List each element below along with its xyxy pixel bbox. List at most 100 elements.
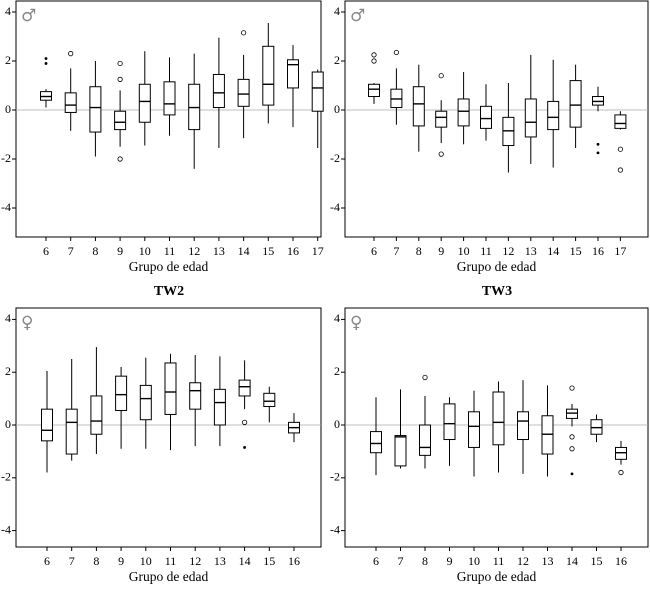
x-axis-label: Grupo de edad: [457, 259, 537, 274]
box-9: [114, 60, 127, 162]
iqr-box: [457, 98, 470, 127]
box-15: [590, 414, 603, 443]
x-tick-label: 7: [393, 244, 399, 258]
outlier-point: [569, 434, 575, 440]
x-tick-label: 10: [139, 244, 151, 258]
panel-2: ♂ -4 -2 0 2 4 6 7 8 9 10 11 12 13 14 15 16 17 Grupo de eda…: [330, 0, 649, 274]
x-tick-label: 17: [614, 244, 626, 258]
iqr-box: [443, 403, 456, 441]
iqr-box: [547, 100, 560, 131]
outlier-point: [117, 76, 123, 82]
iqr-box: [263, 392, 276, 408]
box-9: [443, 397, 456, 466]
outlier-point: [241, 30, 247, 36]
x-tick-label: 6: [43, 244, 49, 258]
box-7: [394, 389, 407, 469]
box-14: [547, 59, 560, 168]
x-tick-label: 7: [69, 554, 75, 568]
outlier-point: [438, 151, 444, 157]
x-tick-label: 8: [92, 244, 98, 258]
panel-title: TW2: [154, 284, 184, 299]
y-tick-label: 4: [334, 4, 340, 18]
box-12: [502, 83, 515, 173]
iqr-box: [468, 411, 480, 448]
x-tick-label: 12: [502, 244, 514, 258]
outlier-point: [371, 58, 377, 64]
outlier-point: [117, 60, 123, 67]
x-tick-label: 11: [164, 244, 176, 258]
box-7: [64, 51, 77, 131]
plot-frame: [344, 0, 649, 238]
box-10: [457, 72, 470, 145]
box-14: [237, 30, 250, 139]
x-tick-label: 11: [480, 244, 492, 258]
box-9: [115, 366, 128, 449]
iqr-box: [524, 98, 537, 138]
x-tick-label: 16: [592, 244, 604, 258]
box-11: [480, 84, 492, 141]
box-8: [89, 61, 102, 157]
x-tick-label: 9: [118, 554, 124, 568]
x-tick-label: 12: [188, 244, 200, 258]
y-tick-label: 2: [5, 53, 11, 67]
iqr-box: [89, 86, 102, 133]
iqr-box: [492, 391, 505, 446]
iqr-box: [138, 83, 151, 123]
extreme-point: [596, 142, 600, 146]
iqr-box: [368, 83, 380, 98]
x-tick-label: 13: [214, 554, 226, 568]
iqr-box: [311, 71, 324, 112]
plot-frame: [344, 307, 649, 548]
extreme-point: [570, 472, 574, 476]
box-13: [524, 54, 537, 164]
x-tick-label: 15: [591, 554, 603, 568]
iqr-box: [435, 110, 448, 128]
extreme-point: [596, 151, 600, 155]
y-tick-label: 0: [334, 102, 340, 116]
box-16: [287, 45, 299, 128]
x-tick-label: 14: [239, 554, 251, 568]
box-13: [212, 37, 225, 148]
plot-frame: [15, 307, 322, 548]
box-11: [163, 57, 176, 136]
x-tick-label: 13: [213, 244, 225, 258]
box-8: [419, 374, 431, 469]
iqr-box: [569, 80, 582, 128]
outlier-point: [68, 51, 74, 57]
panel-4: TW3 ♀ -4 -2 0 2 4 6 7 8 9 10 11 12 13 14 15 16 Grupo de ed…: [330, 284, 649, 584]
x-tick-label: 14: [566, 554, 578, 568]
box-15: [262, 23, 275, 124]
outlier-point: [569, 385, 575, 391]
outlier-point: [569, 446, 575, 452]
box-7: [390, 49, 403, 125]
outlier-point: [393, 49, 399, 56]
iqr-box: [164, 362, 177, 415]
iqr-box: [189, 382, 202, 410]
y-tick-label: 2: [5, 364, 11, 378]
box-15: [569, 64, 582, 148]
x-tick-label: 12: [189, 554, 201, 568]
x-tick-label: 14: [547, 244, 559, 258]
outlier-point: [242, 419, 248, 425]
box-12: [188, 53, 201, 169]
outlier-point: [617, 146, 624, 152]
x-tick-label: 6: [44, 554, 50, 568]
x-tick-label: 15: [263, 554, 275, 568]
outlier-point: [618, 469, 624, 476]
y-tick-label: 2: [334, 364, 340, 378]
box-13: [541, 385, 554, 477]
box-15: [263, 386, 276, 423]
outlier-point: [438, 73, 444, 79]
x-tick-label: 11: [165, 554, 177, 568]
y-tick-label: 0: [334, 417, 340, 431]
box-11: [492, 381, 505, 473]
iqr-box: [370, 431, 382, 454]
plot-frame: [15, 0, 322, 238]
iqr-box: [614, 114, 627, 129]
y-tick-label: -2: [330, 470, 340, 484]
y-tick-label: 4: [334, 311, 340, 325]
box-8: [412, 64, 425, 152]
y-tick-label: 0: [5, 417, 11, 431]
x-tick-label: 9: [117, 244, 123, 258]
